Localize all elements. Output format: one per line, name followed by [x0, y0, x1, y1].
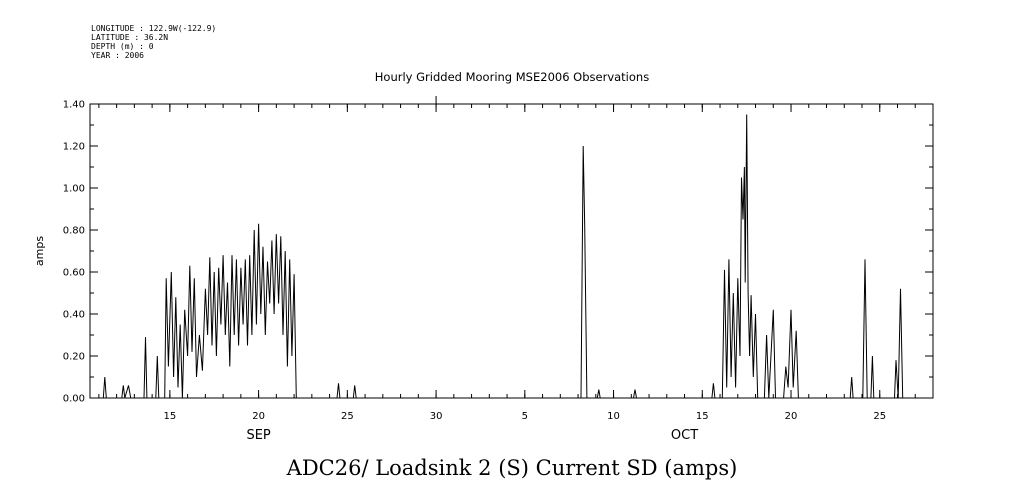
- x-tick-label: 20: [252, 411, 265, 422]
- chart-caption: ADC26/ Loadsink 2 (S) Current SD (amps): [286, 456, 738, 480]
- y-tick-label: 0.80: [63, 226, 85, 237]
- y-axis: 0.00 0.20 0.40 0.60 0.80 1.00 1.20 1.40: [63, 100, 933, 405]
- y-tick-label: 1.00: [63, 184, 85, 195]
- longitude-label: LONGITUDE : 122.9W(-122.9): [91, 24, 216, 33]
- y-tick-label: 1.20: [63, 142, 85, 153]
- depth-label: DEPTH (m) : 0: [91, 42, 154, 51]
- month-label: OCT: [671, 428, 698, 443]
- chart-title: Hourly Gridded Mooring MSE2006 Observati…: [375, 70, 649, 84]
- x-tick-label: 5: [522, 411, 528, 422]
- x-tick-label: 25: [873, 411, 886, 422]
- month-label: SEP: [246, 428, 270, 443]
- x-tick-label: 30: [430, 411, 443, 422]
- y-tick-label: 0.00: [63, 394, 85, 405]
- x-tick-label: 15: [163, 411, 176, 422]
- x-tick-label: 15: [696, 411, 709, 422]
- plot-area: [102, 114, 904, 399]
- data-series-line: [102, 114, 904, 399]
- header-info: LONGITUDE : 122.9W(-122.9) LATITUDE : 36…: [91, 24, 216, 60]
- y-tick-label: 0.40: [63, 310, 85, 321]
- x-tick-label: 25: [341, 411, 354, 422]
- latitude-label: LATITUDE : 36.2N: [91, 33, 168, 42]
- x-tick-label: 20: [785, 411, 798, 422]
- y-tick-label: 0.60: [63, 268, 85, 279]
- x-tick-label: 10: [607, 411, 620, 422]
- x-axis: 15 20 25 30 5 10 15 20 25 SEP OCT: [98, 96, 916, 443]
- year-label: YEAR : 2006: [91, 51, 144, 60]
- y-tick-label: 0.20: [63, 352, 85, 363]
- y-tick-label: 1.40: [63, 100, 85, 111]
- y-axis-label: amps: [33, 236, 46, 266]
